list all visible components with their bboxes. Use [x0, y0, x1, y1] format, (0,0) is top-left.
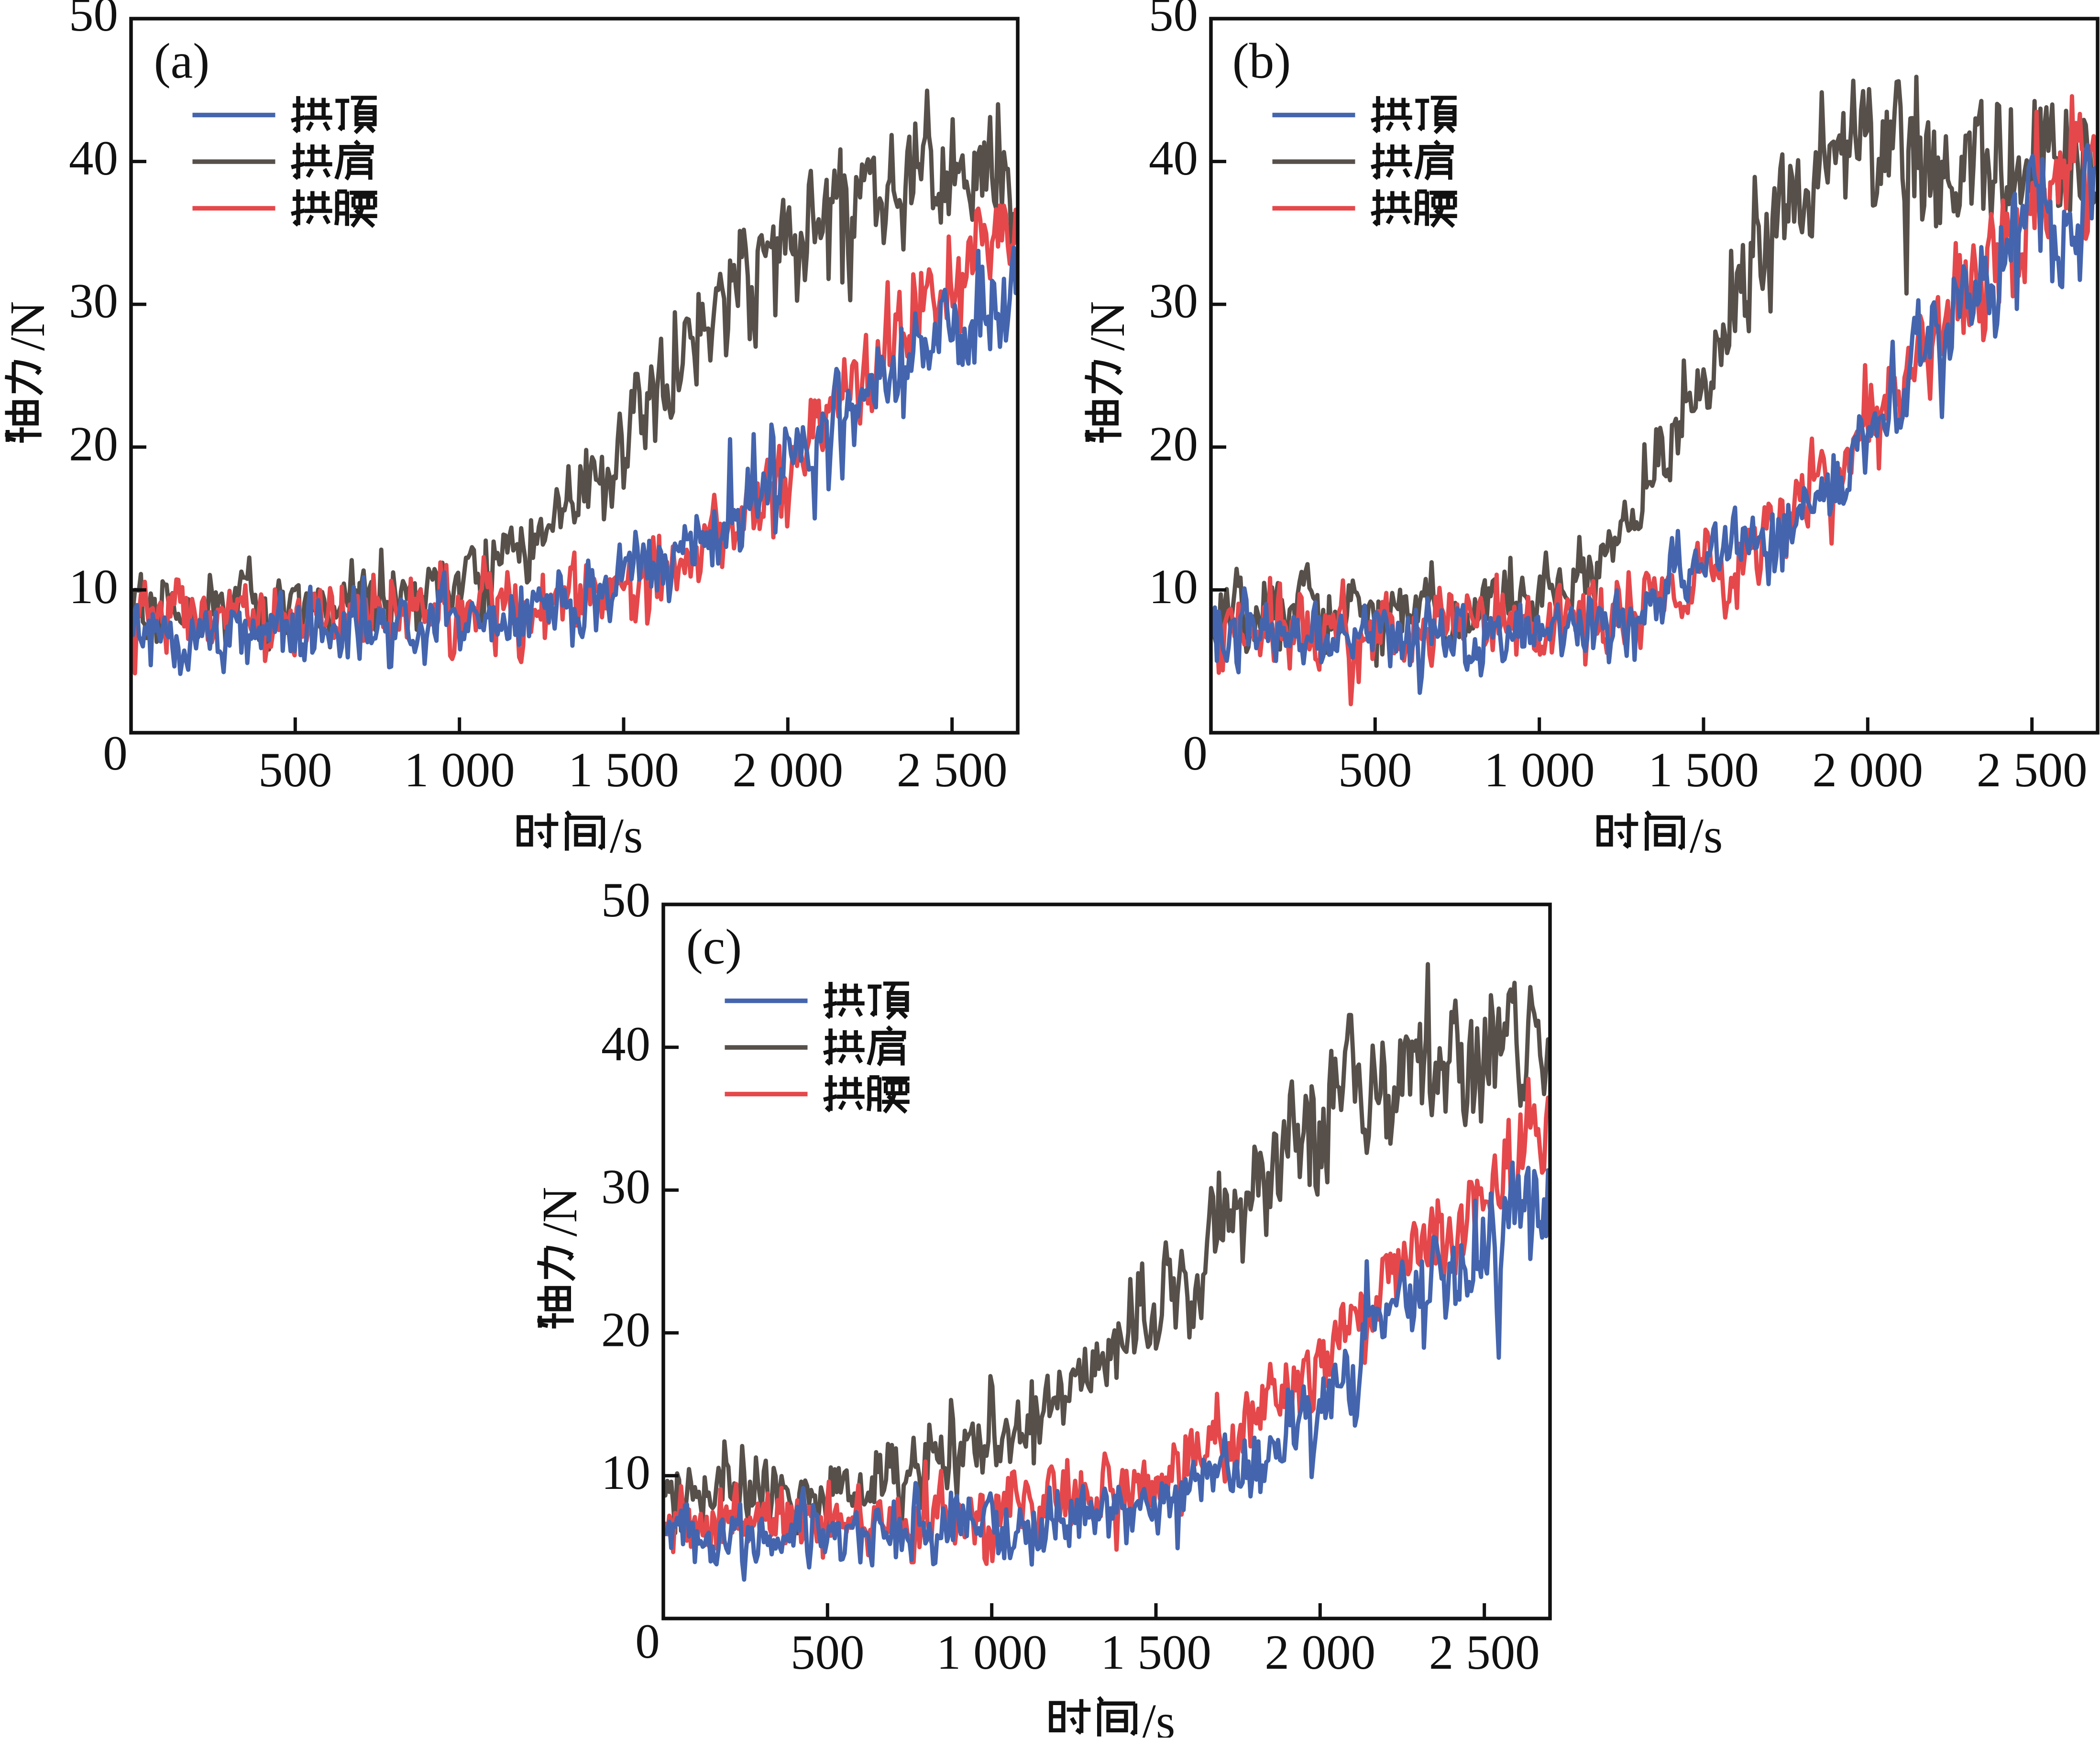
svg-text:/s: /s: [610, 808, 643, 863]
svg-text:(a): (a): [154, 33, 210, 89]
svg-text:40: 40: [601, 1017, 650, 1071]
svg-text:10: 10: [69, 560, 118, 614]
svg-text:(c): (c): [686, 919, 742, 975]
svg-text:/s: /s: [1690, 808, 1723, 863]
svg-text:1 000: 1 000: [404, 743, 515, 797]
svg-text:500: 500: [1338, 743, 1412, 797]
svg-text:2 500: 2 500: [1977, 743, 2088, 797]
svg-text:500: 500: [791, 1625, 865, 1680]
svg-text:(b): (b): [1232, 33, 1291, 89]
svg-text:10: 10: [1149, 560, 1198, 614]
svg-text:50: 50: [1149, 0, 1198, 42]
svg-text:/N: /N: [1080, 301, 1135, 351]
svg-text:1 500: 1 500: [1100, 1625, 1211, 1680]
svg-text:20: 20: [601, 1302, 650, 1357]
svg-text:40: 40: [69, 131, 118, 186]
svg-text:500: 500: [258, 743, 332, 797]
svg-text:/N: /N: [0, 301, 55, 351]
svg-text:1 500: 1 500: [1648, 743, 1759, 797]
svg-text:20: 20: [69, 417, 118, 471]
svg-text:2 500: 2 500: [1429, 1625, 1540, 1680]
svg-text:50: 50: [601, 873, 650, 927]
svg-text:2 000: 2 000: [732, 743, 843, 797]
svg-text:0: 0: [1183, 726, 1208, 781]
svg-text:0: 0: [635, 1614, 660, 1669]
svg-text:10: 10: [601, 1445, 650, 1500]
svg-text:/s: /s: [1142, 1694, 1175, 1738]
svg-text:20: 20: [1149, 417, 1198, 471]
svg-text:/N: /N: [532, 1187, 587, 1237]
svg-text:30: 30: [601, 1160, 650, 1214]
svg-text:2 000: 2 000: [1812, 743, 1923, 797]
svg-text:2 500: 2 500: [897, 743, 1008, 797]
svg-text:40: 40: [1149, 131, 1198, 186]
svg-text:30: 30: [69, 274, 118, 329]
svg-text:30: 30: [1149, 274, 1198, 329]
svg-text:1 000: 1 000: [936, 1625, 1047, 1680]
svg-text:1 500: 1 500: [568, 743, 679, 797]
svg-text:1 000: 1 000: [1484, 743, 1595, 797]
svg-text:50: 50: [69, 0, 118, 42]
svg-text:0: 0: [103, 726, 128, 781]
svg-text:2 000: 2 000: [1264, 1625, 1375, 1680]
